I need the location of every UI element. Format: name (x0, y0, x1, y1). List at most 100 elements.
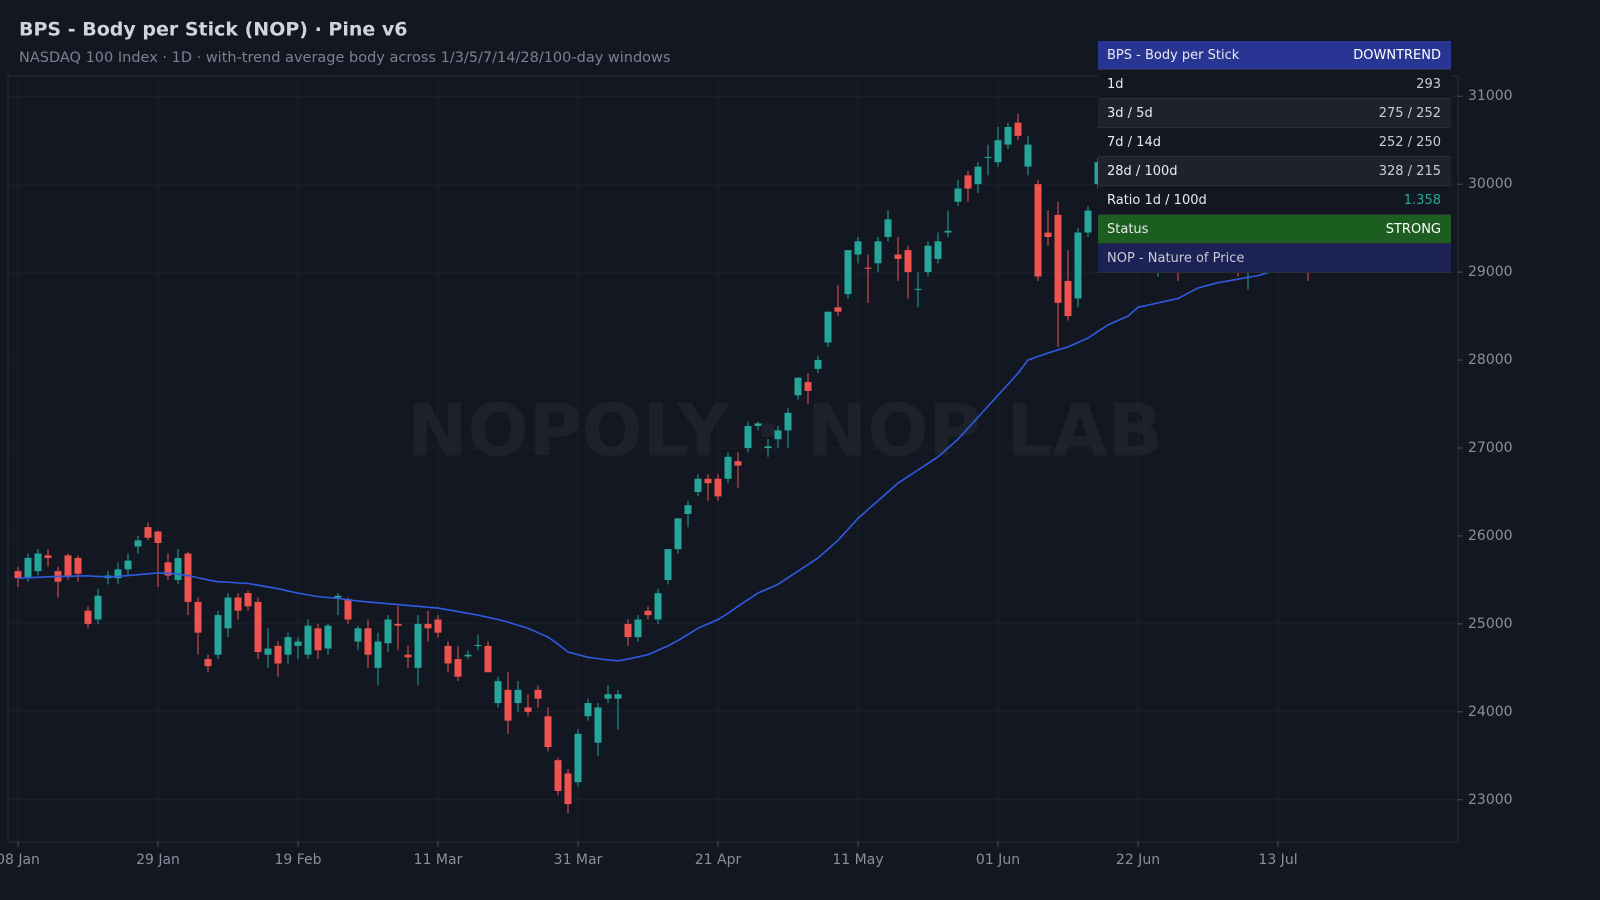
x-tick-label: 19 Feb (274, 852, 321, 868)
candle-body (294, 641, 302, 646)
candle-body (764, 446, 772, 449)
candle-body (254, 601, 262, 653)
candle-body (284, 637, 292, 655)
candle-body (824, 311, 832, 343)
chart-subtitle: NASDAQ 100 Index · 1D · with-trend avera… (19, 50, 670, 66)
candle-body (174, 557, 182, 580)
info-table: BPS - Body per Stick DOWNTREND 1d 293 3d / … (1098, 41, 1451, 273)
candle-body (264, 648, 272, 655)
table-header-title: BPS - Body per Stick (1107, 47, 1240, 63)
candle-body (154, 531, 162, 543)
table-header-trend: DOWNTREND (1353, 47, 1441, 63)
table-header: BPS - Body per Stick DOWNTREND (1098, 41, 1451, 70)
candle-body (984, 156, 992, 158)
candle-body (124, 560, 132, 570)
table-value: 275 / 252 (1378, 105, 1441, 121)
candle-body (404, 654, 412, 658)
watermark: NOPOLY · NOP LAB (407, 389, 1163, 473)
candle-body (664, 549, 672, 580)
table-row: 28d / 100d 328 / 215 (1098, 157, 1451, 186)
y-tick-label: 23000 (1468, 792, 1513, 808)
candle-body (894, 254, 902, 259)
candle-body (214, 615, 222, 655)
candle-body (484, 645, 492, 673)
candle-body (744, 426, 752, 449)
table-value: 328 / 215 (1378, 163, 1441, 179)
candle-body (594, 707, 602, 743)
candle-body (874, 241, 882, 264)
candle-body (274, 645, 282, 664)
table-value: 293 (1416, 76, 1441, 92)
candle-body (474, 645, 482, 647)
candle-body (454, 659, 462, 677)
candle-body (94, 595, 102, 620)
table-value: 252 / 250 (1378, 134, 1441, 150)
candle-body (584, 703, 592, 717)
candle-body (1024, 144, 1032, 167)
candle-body (964, 175, 972, 189)
candle-body (144, 527, 152, 538)
candle-body (554, 760, 562, 791)
candle-body (904, 250, 912, 273)
candle-body (934, 241, 942, 259)
candle-body (34, 553, 42, 572)
candle-body (684, 505, 692, 514)
candle-body (544, 716, 552, 748)
candle-body (994, 140, 1002, 163)
table-label: 3d / 5d (1107, 105, 1153, 121)
x-tick-label: 21 Apr (695, 852, 742, 868)
y-tick-label: 29000 (1468, 264, 1513, 280)
moving-average (17, 260, 1309, 662)
candle-body (494, 681, 502, 704)
candle-body (564, 773, 572, 805)
x-tick-label: 11 May (832, 852, 883, 868)
table-row: Status STRONG (1098, 215, 1451, 244)
candle-body (414, 623, 422, 668)
chart-title: BPS - Body per Stick (NOP) · Pine v6 (19, 19, 407, 41)
x-tick-label: 01 Jun (976, 852, 1020, 868)
x-tick-label: 08 Jan (0, 852, 40, 868)
candle-body (814, 360, 822, 369)
candle-body (194, 601, 202, 633)
candle-body (864, 267, 872, 269)
candle-body (704, 478, 712, 484)
x-tick-label: 13 Jul (1258, 852, 1297, 868)
candle-body (534, 689, 542, 699)
candle-body (234, 597, 242, 611)
candle-body (384, 619, 392, 644)
x-tick-label: 31 Mar (554, 852, 603, 868)
candle-body (344, 599, 352, 620)
candle-body (304, 625, 312, 655)
candle-body (1044, 232, 1052, 237)
candle-body (854, 241, 862, 255)
candle-body (844, 250, 852, 295)
candle-body (184, 553, 192, 602)
candle-body (24, 557, 32, 579)
y-tick-label: 24000 (1468, 704, 1513, 720)
y-tick-label: 30000 (1468, 176, 1513, 192)
candle-body (504, 689, 512, 721)
table-footer-text: NOP - Nature of Price (1107, 250, 1245, 266)
candle-body (14, 571, 22, 579)
candle-body (1004, 127, 1012, 145)
candle-body (434, 619, 442, 633)
y-tick-label: 26000 (1468, 528, 1513, 544)
candle-body (224, 597, 232, 629)
y-tick-label: 25000 (1468, 616, 1513, 632)
candle-body (714, 478, 722, 497)
table-label: 7d / 14d (1107, 134, 1161, 150)
table-value: 1.358 (1403, 192, 1441, 208)
y-tick-label: 28000 (1468, 352, 1513, 368)
candle-body (164, 562, 172, 576)
table-value: STRONG (1385, 221, 1441, 237)
y-tick-label: 31000 (1468, 88, 1513, 104)
candle-body (324, 625, 332, 649)
candle-body (784, 412, 792, 431)
candle-body (84, 610, 92, 624)
candle-body (724, 456, 732, 479)
candle-body (464, 654, 472, 657)
candle-body (974, 166, 982, 185)
candle-body (754, 423, 762, 427)
table-row: 3d / 5d 275 / 252 (1098, 99, 1451, 128)
candle-body (134, 540, 142, 547)
